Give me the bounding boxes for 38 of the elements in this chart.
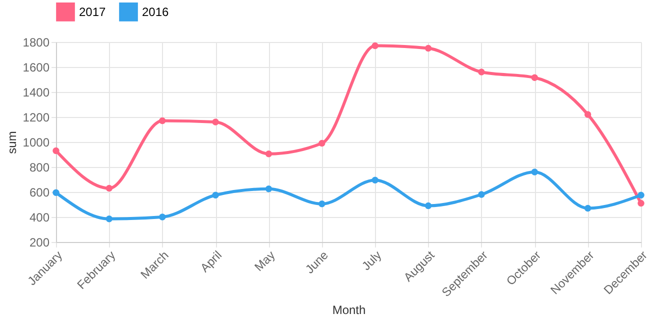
point (318, 200, 326, 208)
point (478, 191, 485, 198)
y-tick-label: 400 (29, 210, 50, 224)
y-tick-label: 1600 (22, 60, 50, 74)
point (212, 118, 219, 126)
point (531, 74, 538, 81)
y-tick-label: 1400 (22, 86, 50, 100)
x-tick-label: July (359, 248, 384, 274)
y-axis-title: sum (4, 131, 19, 154)
point (52, 147, 60, 154)
point (265, 150, 272, 158)
y-tick-label: 200 (29, 236, 50, 250)
point (265, 186, 272, 192)
point (106, 184, 113, 192)
legend-label: 2017 (79, 4, 106, 19)
point (638, 192, 644, 198)
legend-label: 2016 (142, 4, 170, 19)
point (106, 216, 113, 222)
point (372, 176, 378, 184)
point (478, 68, 485, 76)
point (318, 140, 326, 147)
point (584, 111, 592, 118)
y-tick-label: 1800 (22, 36, 50, 50)
point (584, 204, 592, 212)
y-tick-label: 1000 (22, 136, 50, 150)
point (638, 200, 644, 207)
x-tick-label: May (252, 248, 278, 274)
point (212, 192, 219, 198)
point (424, 202, 432, 210)
point (159, 214, 166, 220)
point (159, 117, 166, 124)
x-axis-title: Month (332, 302, 366, 317)
point (424, 44, 432, 52)
y-tick-label: 600 (29, 186, 50, 200)
y-tick-label: 800 (29, 160, 50, 174)
y-tick-label: 1200 (22, 110, 50, 124)
point (372, 42, 378, 50)
point (531, 168, 538, 176)
